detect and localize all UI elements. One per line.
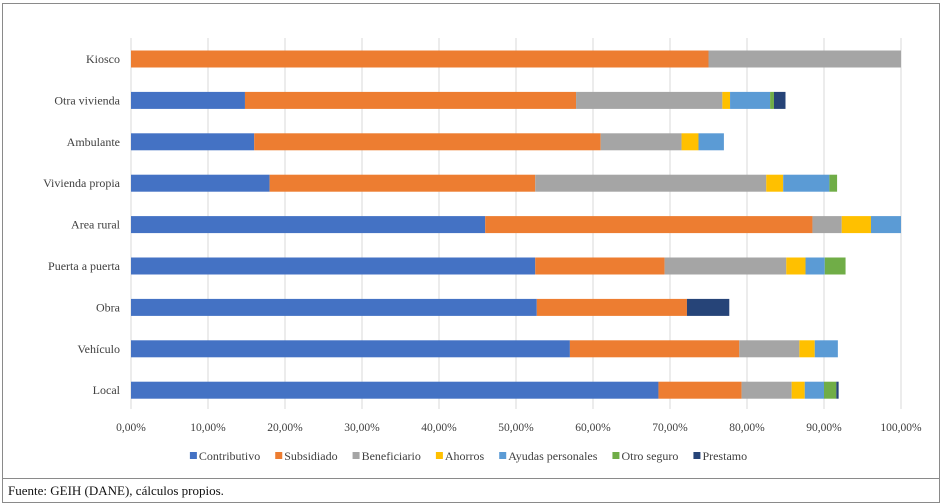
bar-segment [812, 216, 842, 234]
bar-segment [254, 133, 601, 151]
legend-label: Otro seguro [621, 449, 678, 463]
x-tick-label: 70,00% [652, 422, 688, 434]
category-label: Kiosco [86, 52, 120, 66]
bar-segment [600, 133, 682, 151]
category-label: Ambulante [67, 135, 120, 149]
bar-segment [131, 298, 537, 316]
category-labels: Kiosco Otra vivienda Ambulante Vivienda pro… [43, 52, 121, 397]
bars [131, 50, 901, 399]
bar-segment [131, 50, 709, 68]
x-tick-label: 0,00% [116, 422, 146, 434]
x-tick-labels: 0,00% 10,00% 20,00% 30,00% 40,00% 50,00% 60,00… [116, 422, 922, 434]
bar-segment [535, 257, 665, 275]
footer: Fuente: GEIH (DANE), cálculos propios. [2, 478, 940, 503]
bar-segment [804, 381, 824, 399]
stacked-bar-chart: Kiosco Otra vivienda Ambulante Vivienda pro… [43, 38, 922, 463]
bar-segment [269, 174, 536, 192]
bar-segment [485, 216, 813, 234]
bar-segment [824, 257, 846, 275]
bar-segment [739, 340, 800, 358]
bar-segment [773, 91, 786, 109]
bar-segment [783, 174, 830, 192]
bar-segment [131, 216, 486, 234]
bar-segment [770, 91, 774, 109]
bar-segment [681, 133, 699, 151]
category-label: Vehículo [77, 342, 120, 356]
bar-segment [664, 257, 787, 275]
legend-label: Ayudas personales [508, 449, 598, 463]
bar-segment [841, 216, 871, 234]
legend-swatch [275, 452, 283, 459]
x-tick-label: 80,00% [729, 422, 765, 434]
bar-segment [131, 174, 270, 192]
category-label: Obra [96, 300, 121, 314]
bar-segment [708, 50, 901, 68]
legend-label: Ahorros [445, 449, 485, 463]
x-tick-label: 20,00% [267, 422, 303, 434]
bar-segment [791, 381, 805, 399]
category-label: Area rural [71, 218, 121, 232]
bar-segment [814, 340, 838, 358]
legend-swatch [612, 452, 620, 459]
bar-segment [536, 298, 687, 316]
bar-segment [131, 91, 245, 109]
bar-segment [786, 257, 806, 275]
x-tick-label: 60,00% [575, 422, 611, 434]
bar-segment [658, 381, 742, 399]
source-note: Fuente: GEIH (DANE), cálculos propios. [8, 483, 224, 498]
bar-segment [576, 91, 723, 109]
legend-label: Subsidiado [284, 449, 337, 463]
x-tick-label: 100,00% [880, 422, 922, 434]
bar-segment [766, 174, 784, 192]
x-tick-label: 40,00% [421, 422, 457, 434]
x-tick-label: 90,00% [806, 422, 842, 434]
category-label: Otra vivienda [54, 93, 120, 107]
legend-swatch [693, 452, 701, 459]
x-tick-label: 10,00% [190, 422, 226, 434]
bar-segment [824, 381, 837, 399]
legend-label: Prestamo [702, 449, 747, 463]
bar-segment [870, 216, 901, 234]
bar-segment [131, 340, 570, 358]
bar-segment [730, 91, 771, 109]
legend: Contributivo Subsidiado Beneficiario Ahorro… [189, 449, 747, 463]
legend-swatch [435, 452, 443, 459]
bar-segment [131, 133, 255, 151]
x-tick-label: 30,00% [344, 422, 380, 434]
legend-swatch [352, 452, 360, 459]
bar-segment [805, 257, 825, 275]
category-label: Puerta a puerta [48, 259, 121, 273]
legend-swatch [499, 452, 507, 459]
bar-segment [836, 381, 839, 399]
bar-segment [535, 174, 767, 192]
bar-segment [799, 340, 815, 358]
legend-swatch [189, 452, 197, 459]
bar-segment [741, 381, 792, 399]
bar-segment [244, 91, 577, 109]
bar-segment [722, 91, 731, 109]
bar-segment [131, 381, 659, 399]
legend-label: Beneficiario [362, 449, 421, 463]
bar-segment [698, 133, 724, 151]
legend-label: Contributivo [199, 449, 260, 463]
x-tick-label: 50,00% [498, 422, 534, 434]
category-label: Local [93, 383, 121, 397]
bar-segment [569, 340, 740, 358]
category-label: Vivienda propia [43, 176, 121, 190]
bar-segment [829, 174, 838, 192]
bar-segment [131, 257, 536, 275]
bar-segment [686, 298, 730, 316]
